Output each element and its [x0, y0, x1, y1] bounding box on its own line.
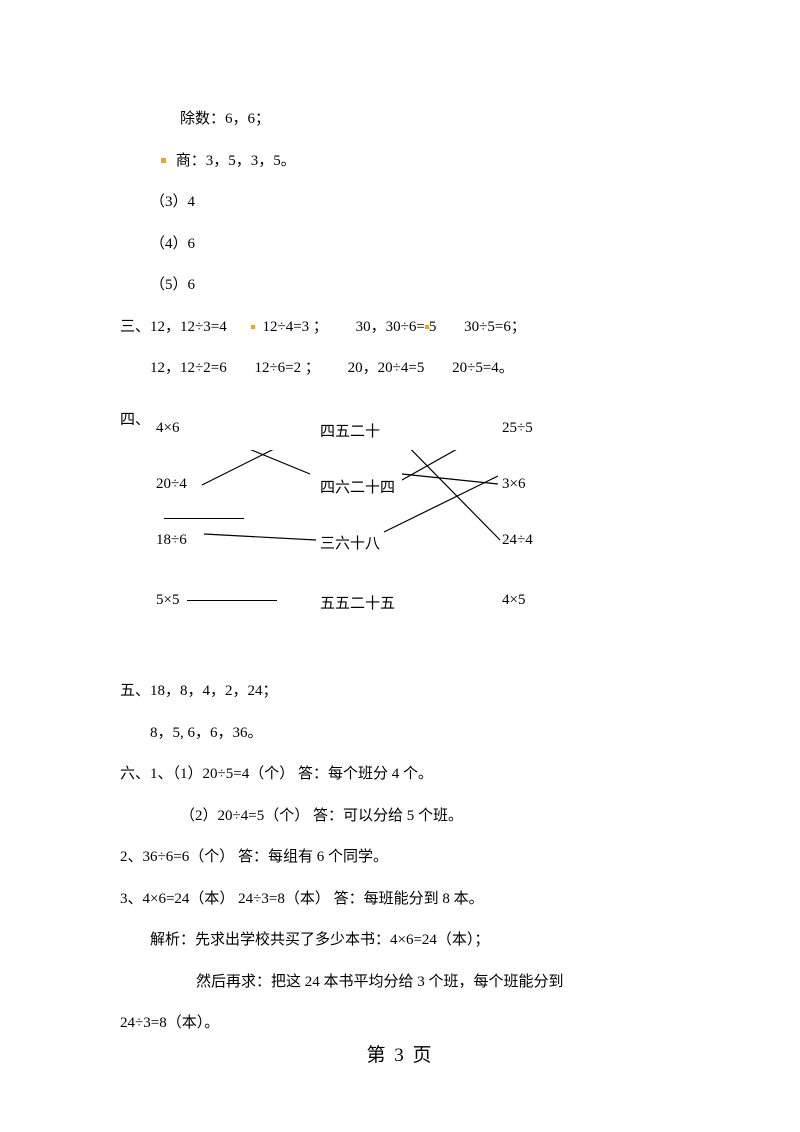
- quotient-text: 商：3，5，3，5。: [176, 153, 296, 169]
- section-4-label-row: 四、: [120, 409, 680, 432]
- section-6-q1-1: 六、1、（1）20÷5=4（个） 答：每个班分 4 个。: [120, 763, 680, 786]
- section-3-row2: 12，12÷2=6 12÷6=2 ； 20，20÷4=5 20÷5=4。: [120, 357, 680, 380]
- ans-4: （4）6: [120, 233, 680, 256]
- quotient-line: 商：3，5，3，5。: [120, 150, 680, 173]
- section-6-q1-2: （2）20÷4=5（个） 答：可以分给 5 个班。: [120, 805, 680, 828]
- match-short-line: [187, 600, 277, 601]
- section-6-explain1: 解析：先求出学校共买了多少本书：4×6=24（本）；: [120, 929, 680, 952]
- match-left-item: 20÷4: [156, 476, 187, 493]
- match-right-item: 24÷4: [502, 532, 533, 549]
- section-5-row1: 五、18，8，4，2，24；: [120, 680, 680, 703]
- section-4-label: 四、: [120, 412, 150, 428]
- section-6-explain2: 然后再求：把这 24 本书平均分给 3 个班，每个班能分到: [120, 971, 680, 994]
- matching-area: 4×620÷418÷65×5 四五二十四六二十四三六十八五五二十五 25÷53×…: [120, 450, 680, 680]
- section-3-label: 三、: [120, 319, 150, 335]
- match-right-item: 25÷5: [502, 420, 533, 437]
- section-6-explain3: 24÷3=8（本）。: [120, 1012, 680, 1035]
- section-6-label: 六、: [120, 766, 150, 782]
- orange-dot-icon: [251, 325, 255, 329]
- match-left-item: 5×5: [156, 592, 277, 609]
- match-mid-item: 四六二十四: [320, 476, 395, 497]
- match-left-item: 4×6: [156, 420, 179, 437]
- section-5-row2: 8，5, 6，6，36。: [120, 722, 680, 745]
- document-content: 除数：6，6； 商：3，5，3，5。 （3）4 （4）6 （5）6 三、12，1…: [0, 0, 800, 1035]
- section-3-row1: 三、12，12÷3=4 12÷4=3 ； 30，30÷6=5 30÷5=6；: [120, 316, 680, 339]
- match-right-item: 4×5: [502, 592, 525, 609]
- page-footer: 第 3 页: [0, 1040, 800, 1067]
- section-5-label: 五、: [120, 683, 150, 699]
- divisor-line: 除数：6，6；: [120, 108, 680, 131]
- ans-3: （3）4: [120, 191, 680, 214]
- match-mid-item: 五五二十五: [320, 592, 395, 613]
- match-short-line: [164, 518, 244, 519]
- match-left-item: 18÷6: [156, 532, 187, 549]
- match-mid-item: 四五二十: [320, 420, 380, 441]
- orange-dot-icon: [161, 158, 166, 163]
- section-6-q2: 2、36÷6=6（个） 答：每组有 6 个同学。: [120, 846, 680, 869]
- match-mid-item: 三六十八: [320, 532, 380, 553]
- match-right-item: 3×6: [502, 476, 525, 493]
- match-lines-overlay: [120, 450, 680, 680]
- ans-5: （5）6: [120, 274, 680, 297]
- section-6-q3: 3、4×6=24（本） 24÷3=8（本） 答：每班能分到 8 本。: [120, 888, 680, 911]
